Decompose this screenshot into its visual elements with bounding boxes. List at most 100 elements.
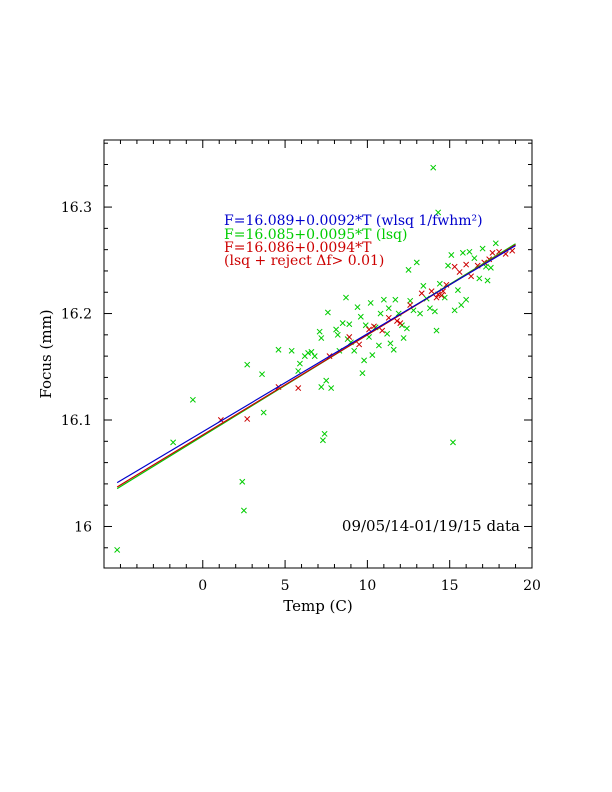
x-tick-label: 5 (281, 578, 290, 594)
data-point-all (476, 275, 483, 282)
data-point-all (354, 304, 361, 311)
data-point-all (459, 249, 466, 256)
data-point-all (375, 342, 382, 349)
data-point-all (114, 546, 121, 553)
x-tick-label: 10 (358, 578, 376, 594)
data-point-all (431, 308, 438, 315)
data-point-kept (394, 318, 400, 324)
data-point-kept (438, 292, 445, 299)
data-point-all (189, 396, 196, 403)
fit-lines (116, 243, 516, 490)
data-point-kept (356, 341, 363, 348)
data-point-all (318, 335, 325, 341)
data-point-all (260, 409, 267, 416)
data-point-all (339, 320, 346, 327)
data-point-all (387, 340, 394, 347)
data-point-all (420, 282, 427, 289)
data-point-all (417, 310, 424, 317)
data-point-all (334, 331, 341, 338)
data-point-all (463, 296, 470, 303)
data-point-kept (468, 273, 475, 280)
data-point-kept (244, 415, 251, 422)
data-point-all (390, 346, 397, 353)
data-range-annotation: 09/05/14-01/19/15 data (342, 517, 520, 535)
plot-frame (103, 139, 533, 569)
data-point-all (466, 248, 473, 255)
data-point-all (288, 347, 295, 354)
fit-label-lsq: F=16.085+0.0095*T (lsq) (224, 227, 407, 243)
data-point-all (458, 302, 465, 308)
data-point-all (319, 437, 326, 444)
data-point-all (410, 307, 417, 314)
data-point-all (362, 322, 369, 329)
data-point-all (275, 346, 282, 353)
data-point-all (351, 347, 358, 354)
x-tick-label: 0 (198, 578, 207, 594)
data-point-all (435, 209, 442, 216)
data-point-all (407, 297, 414, 304)
data-point-all (479, 245, 486, 252)
x-tick-label: 15 (441, 578, 459, 594)
data-point-all (451, 307, 458, 314)
data-point-all (323, 377, 330, 384)
data-point-all (296, 360, 303, 367)
data-point-all (392, 296, 399, 303)
data-point-kept (443, 281, 450, 288)
y-axis-label: Focus (mm) (37, 309, 55, 398)
data-point-kept (295, 385, 302, 392)
axis-ticks (103, 140, 533, 568)
data-point-all (311, 353, 318, 360)
data-point-kept (346, 334, 353, 340)
data-point-all (380, 296, 387, 303)
data-point-kept (489, 249, 496, 256)
data-point-all (471, 255, 478, 262)
fit-line (116, 245, 516, 484)
data-point-kept (397, 320, 404, 327)
data-point-all (240, 507, 247, 514)
data-point-all (316, 328, 323, 335)
data-point-all (448, 252, 455, 258)
data-point-all (308, 348, 315, 355)
data-point-all (170, 439, 177, 446)
data-point-all (441, 294, 448, 301)
data-point-all (445, 262, 451, 269)
data-point-all (430, 164, 437, 171)
data-point-kept (371, 323, 377, 330)
data-point-all (361, 357, 368, 364)
data-point-all (239, 478, 246, 485)
data-point-all (321, 430, 328, 437)
y-tick-label: 16.2 (61, 307, 92, 323)
data-point-all (244, 361, 251, 368)
data-point-all (346, 321, 353, 328)
data-point-kept (451, 263, 458, 270)
data-point-all (359, 370, 366, 377)
y-tick-label: 16.3 (61, 200, 92, 216)
data-point-all (484, 277, 491, 284)
data-point-kept (456, 269, 463, 275)
data-point-all (405, 266, 412, 273)
data-point-all (369, 352, 376, 359)
data-point-all (385, 305, 392, 312)
data-point-all (295, 368, 302, 374)
data-point-all (343, 294, 349, 301)
data-point-kept (433, 294, 440, 301)
data-point-all (377, 310, 384, 317)
data-point-kept (418, 290, 425, 297)
tick-labels: 0 5 10 15 20 16 16.1 16.2 16.3 (61, 200, 541, 594)
data-point-all (324, 309, 331, 316)
x-axis-label: Temp (C) (283, 597, 353, 615)
data-point-all (492, 240, 499, 247)
fit-label-wlsq: F=16.089+0.0092*T (wlsq 1/fwhm²) (224, 213, 483, 229)
data-point-all (436, 280, 443, 287)
data-point-all (318, 384, 325, 390)
data-point-all (357, 313, 364, 320)
data-point-all (433, 327, 440, 334)
data-point-all (426, 305, 433, 312)
data-point-all (450, 439, 456, 446)
data-point-all (413, 259, 420, 266)
y-tick-label: 16 (74, 519, 92, 535)
fit-label-reject-note: (lsq + reject Δf> 0.01) (224, 253, 384, 269)
data-point-all (305, 349, 312, 356)
data-point-all (487, 264, 494, 271)
